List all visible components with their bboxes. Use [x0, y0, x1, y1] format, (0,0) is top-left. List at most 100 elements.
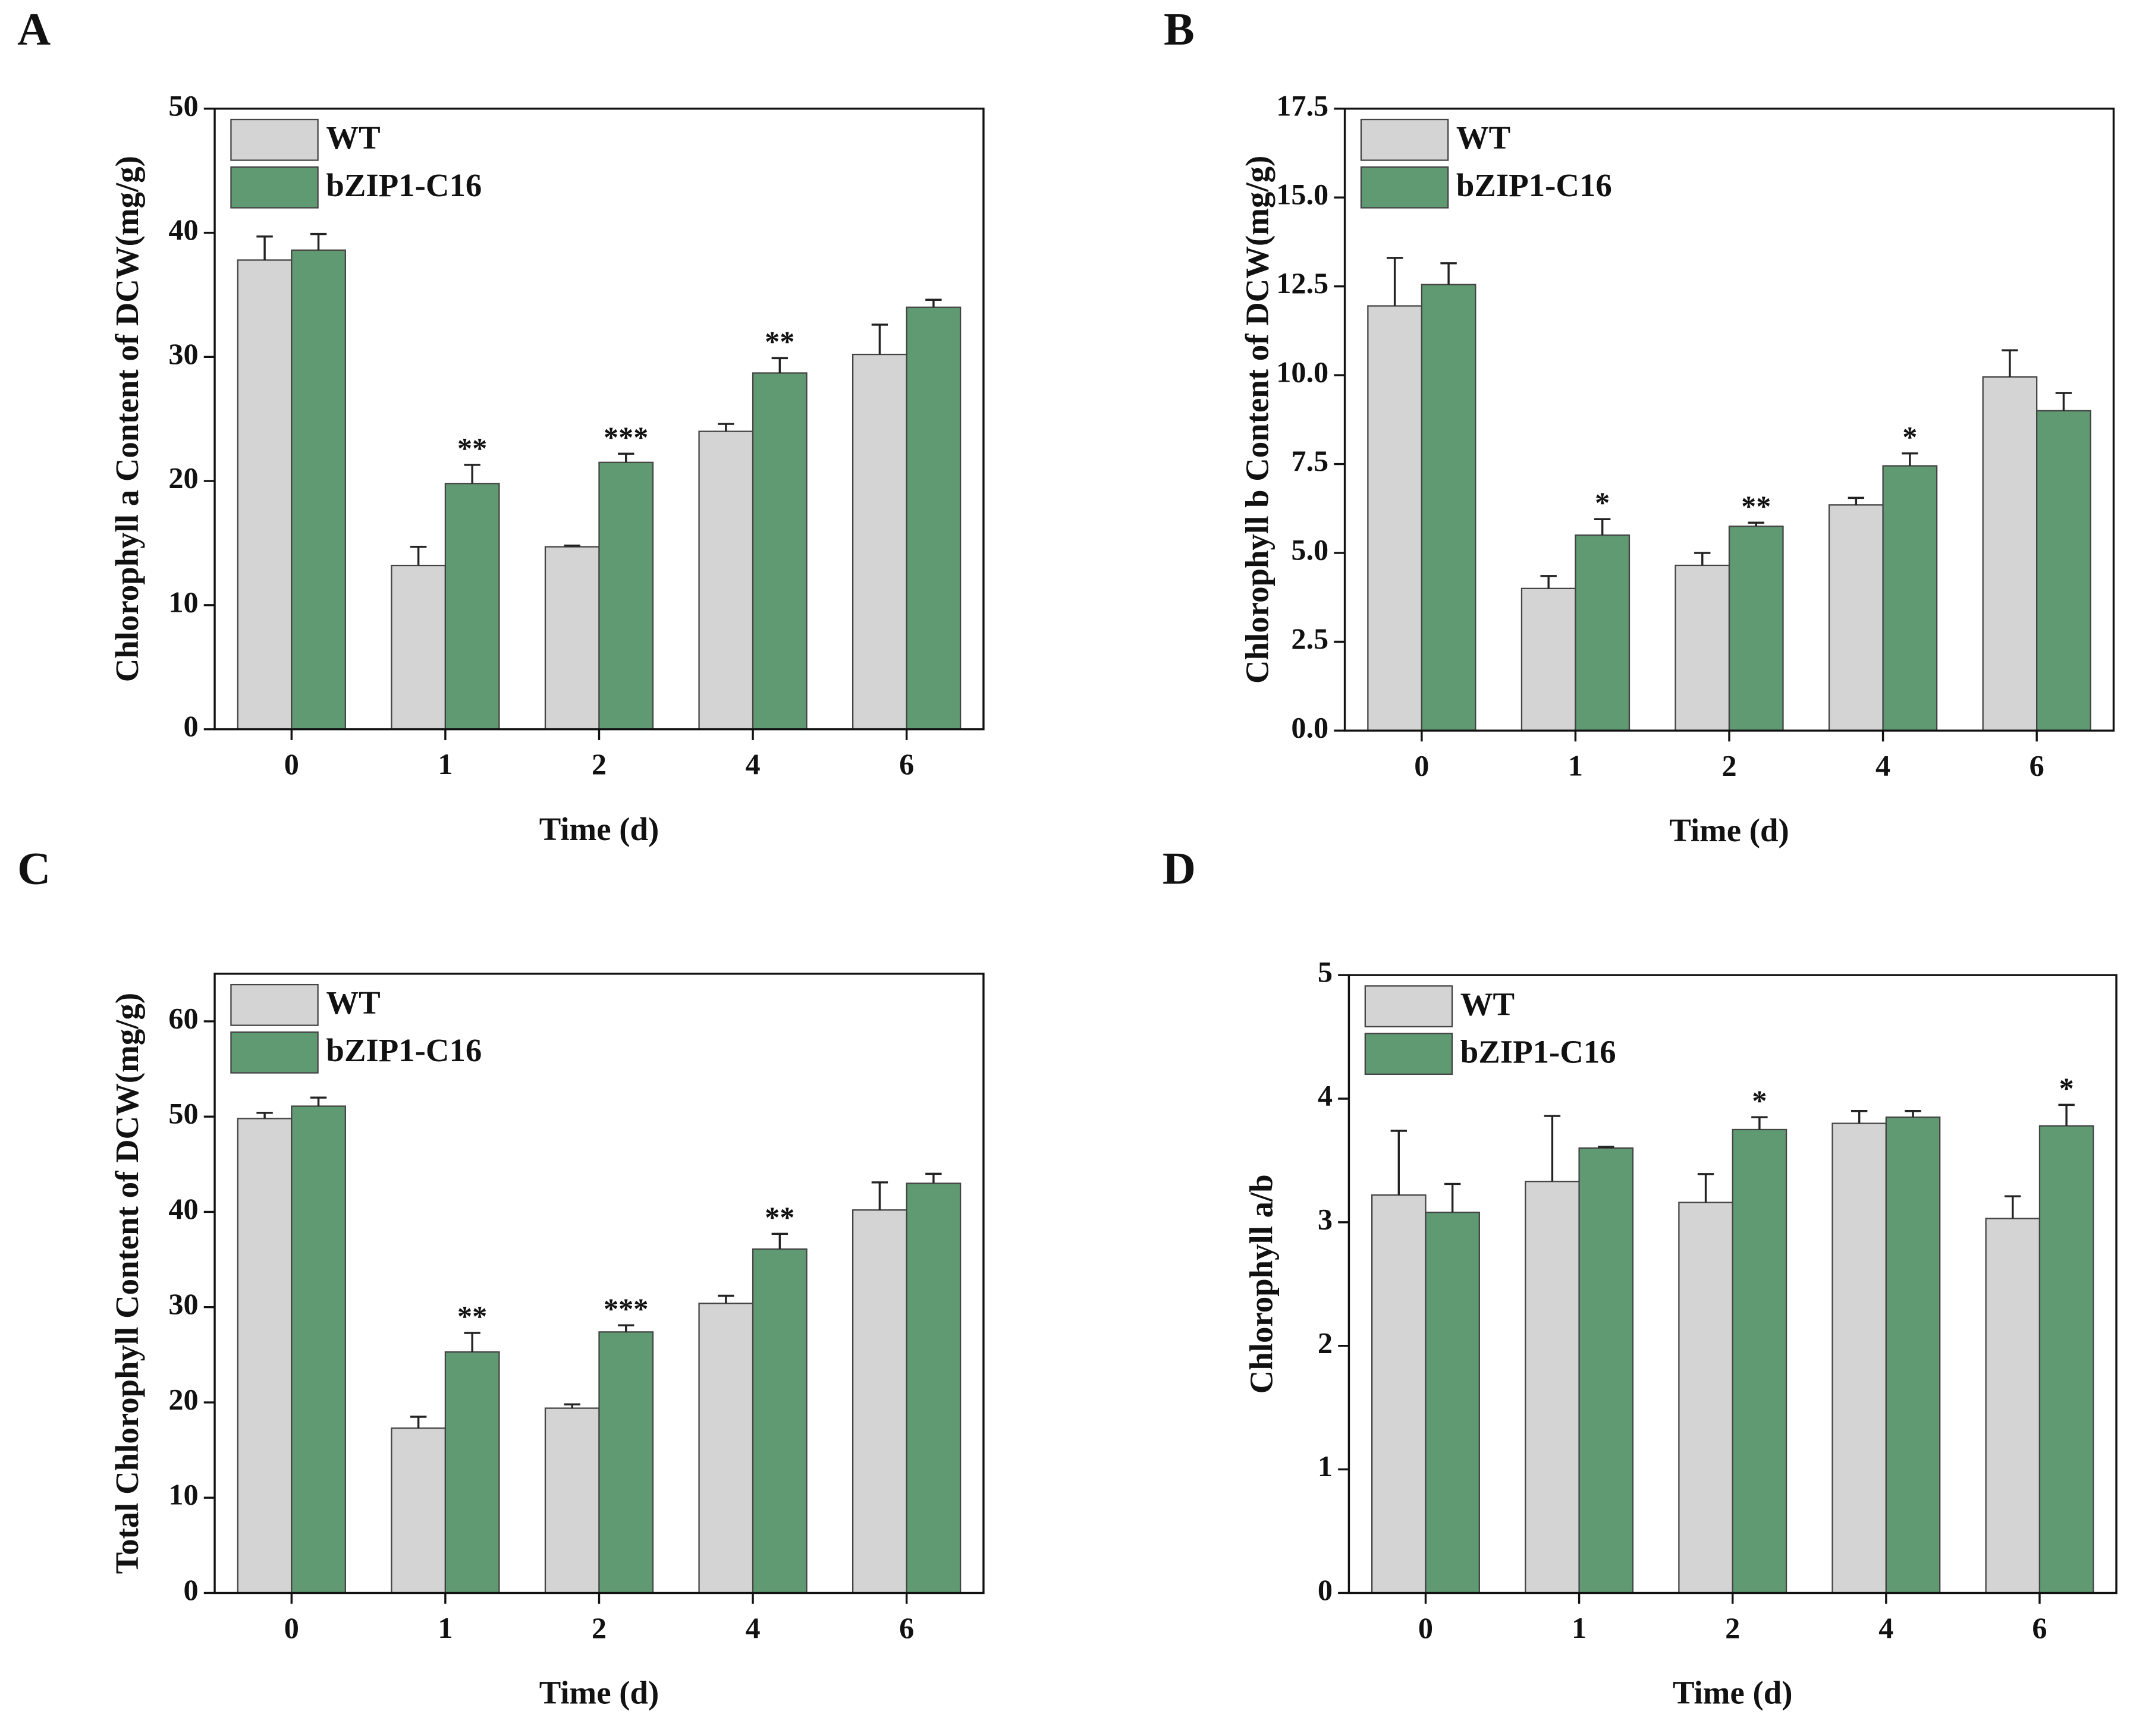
y-tick-label: 10	[168, 585, 198, 618]
significance-label: ***	[604, 1292, 648, 1325]
legend-swatch	[1364, 1033, 1453, 1075]
bar	[1371, 1194, 1427, 1594]
y-tick-label: 0	[184, 709, 199, 743]
bar	[1728, 526, 1784, 732]
y-tick-label: 50	[168, 1097, 198, 1130]
bar	[698, 1303, 754, 1594]
bar	[1575, 534, 1631, 732]
y-axis-label: Chlorophyll a Content of DCW(mg/g)	[109, 156, 145, 682]
bar	[291, 249, 346, 730]
x-tick-label: 6	[899, 747, 914, 781]
bar	[1367, 305, 1422, 732]
bar	[1982, 376, 2038, 732]
bar	[1828, 504, 1884, 732]
bar	[444, 1351, 500, 1594]
y-tick-label: 0	[1318, 1573, 1333, 1606]
bar	[1885, 1117, 1941, 1594]
x-tick-label: 2	[1721, 749, 1736, 782]
y-tick-label: 40	[168, 213, 198, 246]
x-tick-label: 4	[746, 1611, 761, 1644]
y-tick-label: 60	[168, 1001, 198, 1034]
significance-label: **	[457, 1300, 487, 1333]
y-axis-label: Chlorophyll a/b	[1243, 1174, 1279, 1394]
x-axis-label: Time (d)	[539, 811, 659, 847]
y-axis-label: Chlorophyll b Content of DCW(mg/g)	[1239, 156, 1276, 684]
bar	[391, 564, 447, 730]
bar	[906, 1183, 962, 1594]
panel-label: C	[17, 843, 51, 894]
legend-swatch	[230, 983, 319, 1026]
significance-label: **	[1741, 489, 1771, 523]
bar	[752, 1248, 808, 1594]
significance-label: *	[1595, 486, 1610, 519]
x-axis-label: Time (d)	[1669, 812, 1789, 848]
plot-frame	[1343, 108, 2115, 732]
y-tick-label: 20	[168, 1382, 198, 1416]
bar	[1425, 1212, 1480, 1594]
x-tick-label: 0	[1418, 1611, 1433, 1644]
legend-label: bZIP1-C16	[1460, 1033, 1616, 1070]
x-tick-label: 2	[592, 1611, 607, 1644]
legend-label: bZIP1-C16	[326, 1032, 482, 1068]
bar	[598, 461, 654, 730]
bar	[1578, 1147, 1634, 1594]
legend-label: WT	[326, 119, 380, 156]
x-tick-label: 6	[2030, 749, 2044, 782]
bar	[2036, 410, 2091, 732]
bar	[444, 483, 500, 730]
bar	[1985, 1218, 2041, 1594]
bar	[2038, 1125, 2094, 1594]
bar	[391, 1427, 447, 1594]
y-tick-label: 1	[1318, 1449, 1333, 1483]
bar	[1831, 1122, 1887, 1594]
x-tick-label: 0	[284, 1611, 299, 1644]
bar	[1678, 1202, 1733, 1594]
y-tick-label: 20	[168, 461, 198, 495]
legend-swatch	[230, 166, 319, 209]
bar	[1520, 587, 1576, 732]
bar	[852, 1209, 907, 1594]
y-tick-label: 0.0	[1291, 710, 1328, 744]
bar	[291, 1105, 346, 1594]
bar	[852, 353, 907, 730]
plot-frame	[213, 108, 985, 731]
x-tick-label: 4	[1875, 749, 1890, 782]
x-tick-label: 1	[1568, 749, 1583, 782]
panel-label: A	[17, 4, 51, 55]
y-tick-label: 17.5	[1276, 89, 1328, 122]
significance-label: **	[765, 325, 794, 358]
significance-label: *	[2059, 1071, 2074, 1105]
bar	[906, 306, 962, 730]
bar	[598, 1331, 654, 1594]
y-tick-label: 40	[168, 1192, 198, 1225]
legend-swatch	[1360, 166, 1449, 209]
y-tick-label: 15.0	[1276, 178, 1328, 211]
panel-label: B	[1164, 4, 1195, 55]
x-tick-label: 1	[438, 747, 453, 781]
legend-swatch	[1364, 985, 1453, 1028]
y-tick-label: 50	[168, 89, 198, 122]
bar	[752, 372, 808, 730]
significance-label: *	[1752, 1084, 1767, 1117]
plot-frame	[1347, 974, 2118, 1595]
bar	[698, 430, 754, 730]
x-tick-label: 6	[899, 1611, 914, 1644]
panel-label: D	[1163, 843, 1196, 894]
y-tick-label: 0	[184, 1573, 199, 1606]
significance-label: ***	[604, 420, 648, 454]
x-tick-label: 4	[746, 747, 761, 781]
y-tick-label: 3	[1318, 1202, 1333, 1235]
plot-frame	[213, 973, 985, 1595]
bar	[1421, 284, 1476, 732]
y-tick-label: 30	[168, 1287, 198, 1320]
legend-label: WT	[326, 985, 380, 1021]
x-tick-label: 6	[2032, 1611, 2047, 1644]
legend-label: WT	[1456, 119, 1510, 156]
significance-label: *	[1902, 420, 1917, 453]
x-tick-label: 1	[438, 1611, 453, 1644]
legend-swatch	[230, 118, 319, 161]
y-tick-label: 7.5	[1291, 444, 1328, 477]
bar	[544, 1407, 600, 1594]
x-tick-label: 0	[284, 747, 299, 781]
